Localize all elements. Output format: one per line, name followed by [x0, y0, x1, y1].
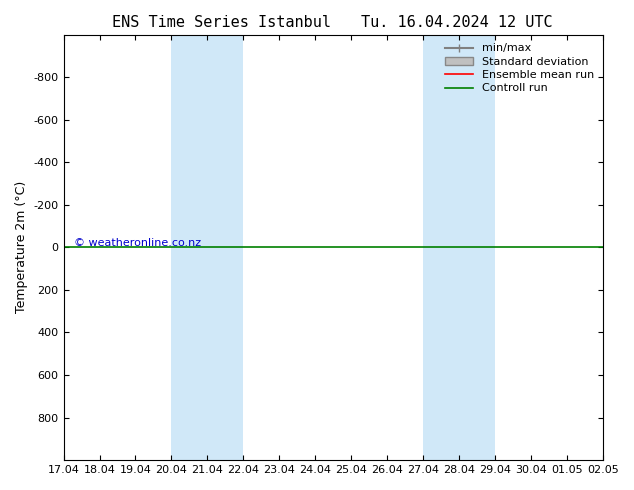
Legend: min/max, Standard deviation, Ensemble mean run, Controll run: min/max, Standard deviation, Ensemble me… [442, 40, 598, 97]
Bar [171, 35, 243, 460]
Text: ENS Time Series Istanbul: ENS Time Series Istanbul [112, 15, 332, 30]
Bar [424, 35, 495, 460]
Text: Tu. 16.04.2024 12 UTC: Tu. 16.04.2024 12 UTC [361, 15, 552, 30]
Y-axis label: Temperature 2m (°C): Temperature 2m (°C) [15, 181, 28, 314]
Text: © weatheronline.co.nz: © weatheronline.co.nz [74, 238, 202, 248]
